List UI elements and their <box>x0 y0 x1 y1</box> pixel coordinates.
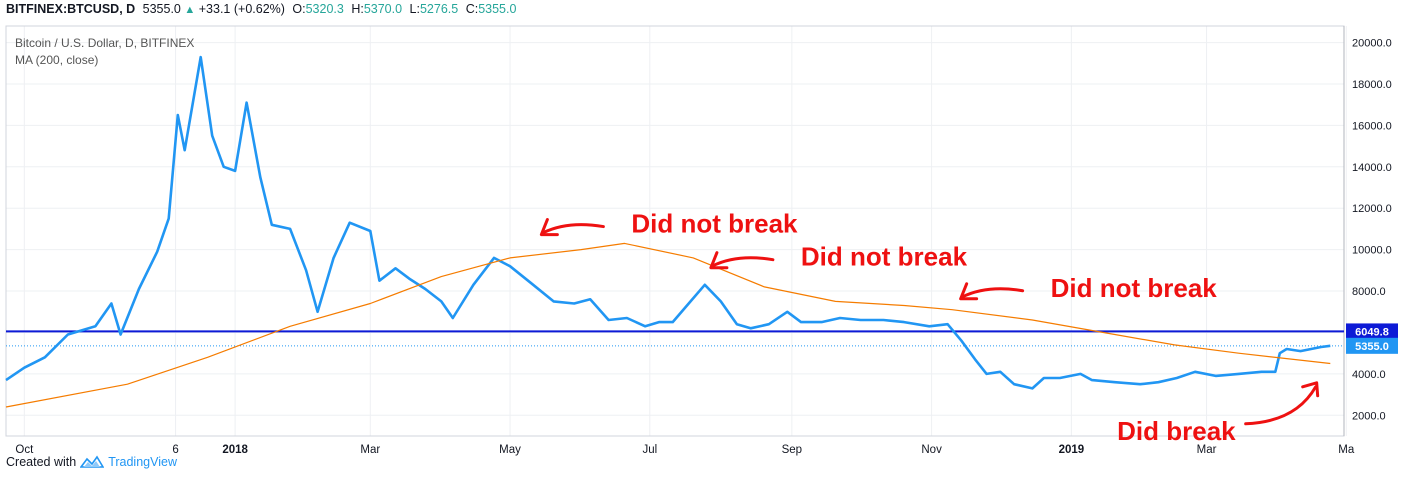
x-tick-label: 2019 <box>1059 444 1085 456</box>
y-tick-label: 4000.0 <box>1352 369 1386 381</box>
last-price: 5355.0 <box>142 2 181 16</box>
price-chart[interactable]: 20000.0 18000.0 16000.0 14000.0 12000.0 10000… <box>0 20 1416 460</box>
y-tick-label: 20000.0 <box>1352 38 1392 50</box>
chart-subtitle: MA (200, close) <box>15 53 98 67</box>
close-label: C: <box>465 2 479 16</box>
price-line <box>5 55 1331 390</box>
price-tag-label: 6049.8 <box>1355 326 1389 338</box>
x-tick-label: Nov <box>921 444 942 456</box>
x-tick-label: Oct <box>15 444 34 456</box>
annotation-text: Did break <box>1117 416 1236 446</box>
y-tick-label: 18000.0 <box>1352 79 1392 91</box>
footer: Created with TradingView <box>6 455 177 469</box>
annotation-text: Did not break <box>801 242 968 272</box>
tradingview-link[interactable]: TradingView <box>108 455 177 469</box>
x-tick-label: Ma <box>1338 444 1355 456</box>
ticker-header: BITFINEX:BTCUSD, D 5355.0 ▲ +33.1 (+0.62… <box>6 2 516 16</box>
open-label: O: <box>292 2 306 16</box>
symbol: BITFINEX:BTCUSD, D <box>6 2 136 16</box>
x-tick-label: Mar <box>360 444 380 456</box>
annotation-arrow <box>1244 385 1318 426</box>
open-value: 5320.3 <box>305 2 344 16</box>
annotation: Did not break <box>539 209 798 239</box>
price-tag <box>1346 337 1398 354</box>
annotation-arrow <box>711 256 775 268</box>
x-axis: Oct 6 2018 Mar May Jul Sep Nov 2019 Mar Ma <box>15 444 1354 456</box>
y-tick-label: 2000.0 <box>1352 410 1386 422</box>
annotation-text: Did not break <box>631 209 798 239</box>
tradingview-logo-icon <box>80 455 105 468</box>
low-label: L: <box>409 2 420 16</box>
high-label: H: <box>351 2 364 16</box>
chart-title: Bitcoin / U.S. Dollar, D, BITFINEX <box>15 36 194 50</box>
x-tick-label: Sep <box>782 444 802 456</box>
x-tick-label: 6 <box>172 444 178 456</box>
up-arrow-icon: ▲ <box>184 4 196 16</box>
y-tick-label: 10000.0 <box>1352 245 1392 257</box>
x-tick-label: Jul <box>642 444 657 456</box>
y-tick-label: 12000.0 <box>1352 203 1392 215</box>
annotation-arrowhead <box>1301 381 1320 398</box>
price-tag <box>1346 323 1398 340</box>
annotation-text: Did not break <box>1051 273 1218 303</box>
annotation-arrow <box>961 287 1025 299</box>
annotation: Did not break <box>959 273 1218 303</box>
ma-line <box>5 242 1331 408</box>
created-with-label: Created with <box>6 455 77 469</box>
x-tick-label: 2018 <box>222 444 248 456</box>
high-value: 5370.0 <box>363 2 403 16</box>
annotation-arrowhead <box>539 218 559 237</box>
x-tick-label: May <box>499 444 521 456</box>
price-tag-label: 5355.0 <box>1355 341 1389 353</box>
y-tick-label: 16000.0 <box>1352 120 1392 132</box>
annotation-arrowhead <box>709 251 729 270</box>
annotation: Did break <box>1117 381 1320 446</box>
y-tick-label: 14000.0 <box>1352 162 1392 174</box>
y-axis: 20000.0 18000.0 16000.0 14000.0 12000.0 10000… <box>1352 38 1392 423</box>
annotation: Did not break <box>709 242 968 272</box>
x-tick-label: Mar <box>1197 444 1217 456</box>
close-value: 5355.0 <box>478 2 517 16</box>
y-tick-label: 8000.0 <box>1352 286 1386 298</box>
price-change: +33.1 (+0.62%) <box>198 2 285 16</box>
low-value: 5276.5 <box>419 2 459 16</box>
horizontal-lines: 6049.8 5355.0 <box>6 323 1398 354</box>
annotation-arrowhead <box>959 282 979 301</box>
annotation-arrow <box>541 223 605 235</box>
series-lines <box>5 55 1331 408</box>
